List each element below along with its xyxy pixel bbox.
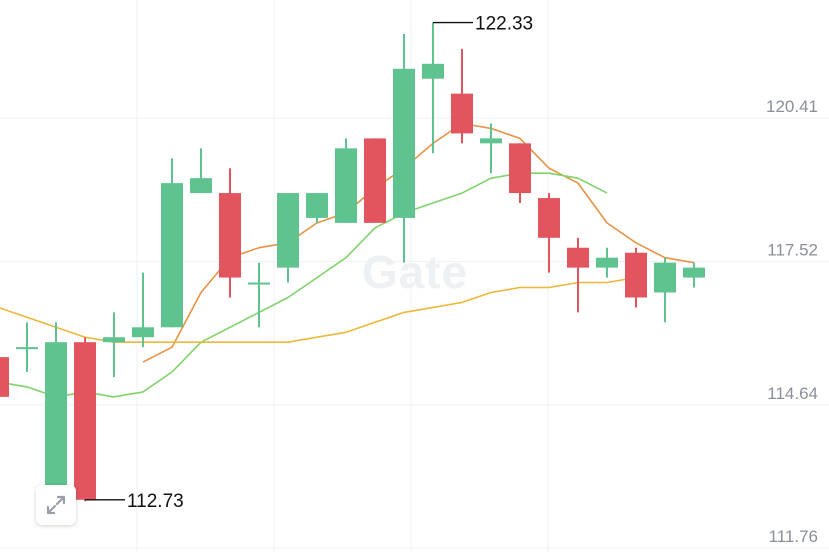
candle-body xyxy=(393,68,415,218)
y-tick-label: 114.64 xyxy=(767,384,818,403)
candle-body xyxy=(132,327,154,338)
candle-up xyxy=(277,193,299,283)
candle-up xyxy=(683,262,705,288)
candle-body xyxy=(480,138,502,144)
candle-down xyxy=(74,337,96,502)
candle-up xyxy=(422,22,444,154)
candle-body xyxy=(74,342,96,500)
y-tick-label: 111.76 xyxy=(769,527,818,546)
candle-up xyxy=(654,257,676,323)
candle-down xyxy=(538,193,560,273)
candle-up xyxy=(132,272,154,348)
candle-up xyxy=(596,247,618,278)
candle-body xyxy=(103,337,125,343)
candle-down xyxy=(451,48,473,144)
gate-watermark: Gate xyxy=(362,246,468,298)
candle-up xyxy=(393,33,415,263)
candle-up xyxy=(335,138,357,223)
candle-up xyxy=(16,322,38,373)
candle-body xyxy=(538,198,560,238)
candle-body xyxy=(0,357,9,397)
candle-body xyxy=(248,282,270,285)
expand-arrows-icon xyxy=(46,495,66,515)
candle-body xyxy=(654,262,676,293)
candle-body xyxy=(596,257,618,268)
ma-line-ma_long xyxy=(0,276,637,344)
candles-group xyxy=(0,22,705,507)
candle-up xyxy=(103,312,125,377)
candle-down xyxy=(509,143,531,204)
y-axis-labels: 120.41 117.52 114.64 111.76 xyxy=(766,97,818,546)
candle-body xyxy=(16,347,38,350)
candle-body xyxy=(509,143,531,194)
candle-down xyxy=(567,237,589,313)
candle-body xyxy=(422,63,444,79)
candle-body xyxy=(219,193,241,278)
expand-chart-button[interactable] xyxy=(36,485,76,525)
candle-body xyxy=(451,93,473,134)
price-annotations: 122.33 112.73 xyxy=(85,14,533,512)
y-tick-label: 120.41 xyxy=(766,97,818,116)
candle-down xyxy=(364,138,386,223)
candle-down xyxy=(219,168,241,298)
y-tick-label: 117.52 xyxy=(767,241,818,260)
candle-up xyxy=(306,193,328,223)
candle-body xyxy=(45,342,67,502)
ma-line-ma_mid xyxy=(0,172,608,398)
candle-body xyxy=(306,193,328,218)
candle-body xyxy=(277,193,299,268)
candle-body xyxy=(161,183,183,328)
candle-body xyxy=(567,247,589,268)
candle-up xyxy=(248,262,270,328)
candle-body xyxy=(335,148,357,223)
candle-down xyxy=(0,357,9,397)
candle-body xyxy=(683,267,705,278)
candle-up xyxy=(161,158,183,328)
candle-up xyxy=(190,148,212,194)
annotation-label: 112.73 xyxy=(127,491,184,512)
candle-body xyxy=(625,252,647,298)
candle-body xyxy=(190,178,212,194)
candle-down xyxy=(625,247,647,308)
candle-body xyxy=(364,138,386,223)
candle-up xyxy=(480,123,502,174)
annotation-label: 122.33 xyxy=(475,14,533,35)
candle-up xyxy=(45,322,67,507)
